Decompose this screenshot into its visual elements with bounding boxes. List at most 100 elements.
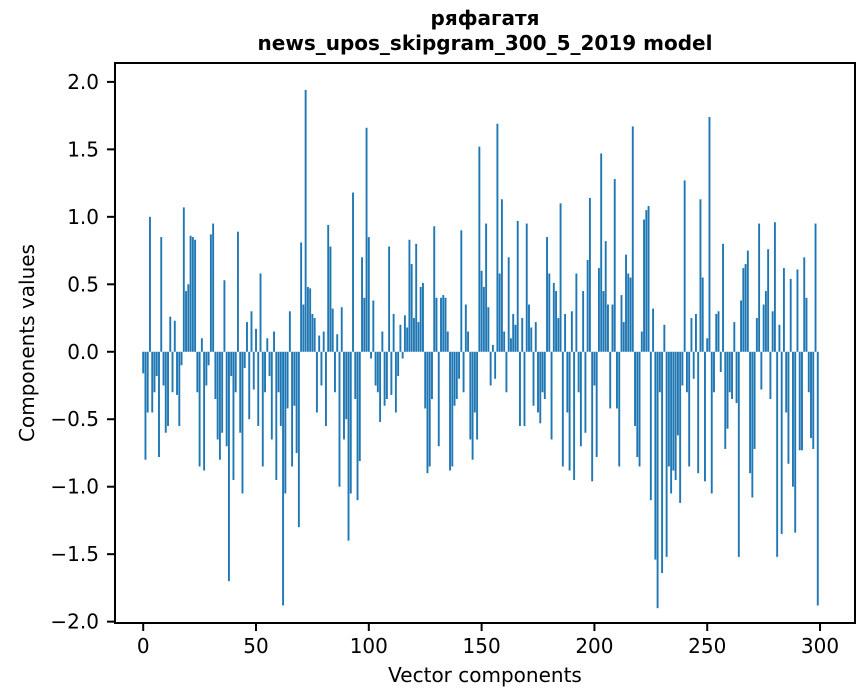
bar [478, 146, 481, 352]
bar [620, 295, 623, 352]
bar [740, 300, 743, 352]
y-tick-label: −1.5 [50, 542, 99, 566]
bar [519, 351, 521, 426]
bar [431, 351, 433, 399]
bar [521, 318, 524, 352]
bar [634, 351, 636, 426]
bar [726, 351, 729, 429]
bar [178, 351, 181, 426]
bar [607, 304, 609, 352]
bar [507, 257, 510, 352]
bar [311, 313, 314, 352]
x-tick-label: 50 [243, 634, 268, 658]
bar [616, 351, 618, 409]
bar [252, 351, 255, 390]
bar [525, 223, 528, 352]
bar [440, 297, 442, 352]
bar [200, 338, 203, 352]
bar [415, 243, 418, 352]
bar [408, 239, 411, 352]
bar [273, 331, 275, 352]
bar [379, 351, 382, 422]
bar [194, 239, 197, 352]
bar [760, 351, 763, 390]
bar [394, 351, 397, 413]
bar [557, 318, 560, 352]
x-tick-label: 250 [688, 634, 726, 658]
bar [320, 351, 323, 386]
bar [338, 351, 341, 487]
bar [381, 331, 384, 352]
bar [243, 351, 246, 368]
bar [399, 324, 402, 352]
bar [796, 269, 799, 352]
bar [424, 351, 427, 409]
bar [604, 241, 607, 352]
bar [600, 153, 603, 352]
bar [568, 351, 571, 471]
bar [433, 226, 436, 352]
bar [561, 351, 564, 467]
bar [158, 351, 160, 458]
bars-layer [142, 89, 819, 609]
bar [672, 351, 675, 471]
bar [182, 207, 185, 352]
bar [539, 351, 542, 424]
bar [261, 351, 264, 467]
bar [205, 351, 208, 386]
bar [708, 116, 711, 352]
bar [510, 338, 512, 352]
bar [153, 351, 156, 393]
bar [746, 250, 749, 352]
bar [392, 313, 395, 352]
bar [717, 311, 720, 352]
bar [297, 351, 300, 528]
bar [212, 223, 215, 352]
bar [771, 311, 774, 352]
x-axis-label: Vector components [388, 663, 582, 687]
bar [656, 351, 659, 609]
bar [259, 273, 262, 352]
bar [591, 351, 594, 482]
bar [167, 351, 169, 426]
bar [618, 351, 621, 467]
x-tick-label: 300 [801, 634, 839, 658]
bar [428, 351, 431, 467]
bar [690, 318, 693, 352]
bar [609, 351, 612, 409]
bar [541, 351, 544, 393]
bar [155, 351, 158, 377]
bar [444, 297, 447, 352]
bar [365, 127, 368, 352]
bar [701, 277, 704, 352]
bar [767, 249, 770, 352]
bar [462, 351, 465, 393]
bar [239, 351, 242, 433]
bar [460, 230, 463, 352]
y-tick-label: 0.5 [67, 272, 99, 296]
bar [755, 318, 758, 352]
bar [674, 351, 677, 480]
bar [412, 318, 415, 352]
bar [149, 216, 151, 352]
bar [778, 324, 781, 352]
bar [270, 351, 273, 440]
bar [180, 351, 183, 366]
bar [225, 351, 228, 447]
bar [257, 351, 260, 426]
bar [487, 307, 490, 352]
bar [370, 351, 373, 359]
bar [595, 351, 598, 458]
bar [710, 351, 713, 494]
bar [173, 320, 176, 352]
bar [559, 203, 562, 352]
bar [291, 351, 294, 467]
bar [374, 351, 377, 386]
bar [435, 297, 438, 352]
bar [631, 126, 634, 352]
bar [144, 351, 147, 460]
bar [647, 206, 650, 352]
bar [279, 351, 282, 426]
bar [782, 268, 785, 352]
